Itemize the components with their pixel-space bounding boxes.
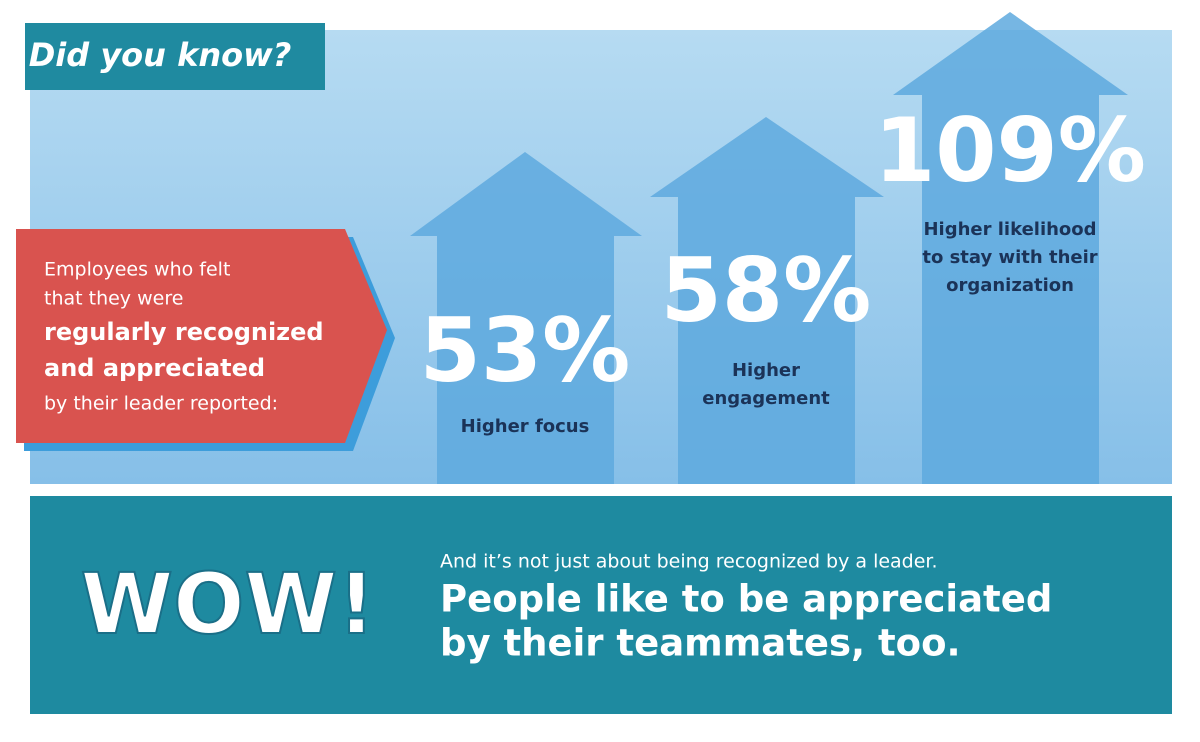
header-tag bbox=[25, 23, 325, 90]
stat-caption: to stay with their bbox=[922, 247, 1097, 268]
wow: WOW! bbox=[80, 555, 375, 653]
intro-line: regularly recognized bbox=[44, 318, 324, 346]
stat-caption: Higher likelihood bbox=[923, 219, 1096, 240]
intro-line: and appreciated bbox=[44, 354, 265, 382]
stat-caption: organization bbox=[946, 275, 1074, 296]
arrows bbox=[410, 12, 1128, 484]
header-title: Did you know? bbox=[29, 36, 292, 74]
stat-value: 109% bbox=[874, 99, 1146, 202]
stat-caption: engagement bbox=[702, 388, 830, 409]
stat-value: 53% bbox=[420, 299, 631, 402]
intro-text: Employees who felt that they were regula… bbox=[44, 259, 324, 415]
pennant bbox=[16, 229, 387, 443]
intro-line: by their leader reported: bbox=[44, 393, 278, 415]
footer-headline: by their teammates, too. bbox=[440, 622, 961, 665]
stat-caption: Higher bbox=[732, 360, 800, 381]
intro-line: Employees who felt bbox=[44, 259, 230, 281]
stat-value: 58% bbox=[661, 239, 872, 342]
bottom-panel bbox=[30, 496, 1172, 714]
intro-line: that they were bbox=[44, 288, 183, 310]
footer-note: And it’s not just about being recognized… bbox=[440, 551, 938, 573]
arrow bbox=[650, 117, 884, 484]
stat-caption: Higher focus bbox=[461, 416, 590, 437]
arrow bbox=[410, 152, 642, 484]
arrow bbox=[893, 12, 1128, 484]
footer-headline: People like to be appreciated bbox=[440, 578, 1052, 621]
